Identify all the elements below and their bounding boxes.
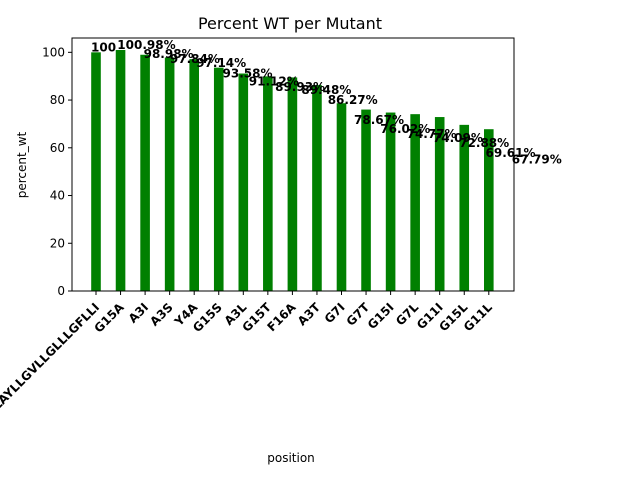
y-tick-label: 60 (50, 141, 65, 155)
y-tick-label: 20 (50, 236, 65, 250)
data-label: 67.79% (512, 152, 562, 166)
x-tick-label: LLLAYLLGVLLGLLLGFLLI (0, 300, 102, 423)
y-tick-label: 100 (42, 45, 65, 59)
data-label: 76.02% (380, 122, 430, 136)
data-label: 97.84% (170, 52, 220, 66)
y-tick-label: 40 (50, 189, 65, 203)
data-label: 98.98% (144, 47, 194, 61)
data-label: 100 (91, 40, 116, 54)
x-tick-label: F16A (264, 300, 299, 335)
data-label: 97.14% (196, 56, 246, 70)
bar (434, 117, 445, 291)
x-tick-label: A3I (126, 300, 152, 326)
bar (189, 59, 199, 292)
y-axis-label: percent_wt (15, 131, 29, 198)
bar (484, 129, 494, 291)
x-tick-label: G7I (322, 300, 348, 326)
bar (312, 85, 322, 291)
bar (410, 114, 420, 292)
bar (91, 52, 101, 291)
bar (115, 49, 126, 292)
y-tick-label: 0 (57, 284, 65, 298)
bar (385, 112, 396, 292)
bar (213, 67, 224, 292)
x-tick-label: A3S (147, 300, 175, 328)
data-label: 78.67% (354, 113, 404, 127)
x-tick-label: G15I (365, 300, 397, 332)
data-label: 74.77% (407, 127, 457, 141)
x-axis-label: position (267, 451, 315, 465)
data-label: 74.09% (433, 131, 483, 145)
bar (459, 124, 470, 291)
bar (287, 77, 298, 291)
data-label: 91.12% (249, 75, 299, 89)
x-tick-label: A3T (295, 300, 324, 329)
data-label: 89.48% (301, 83, 351, 97)
y-tick-label: 80 (50, 93, 65, 107)
bar (238, 73, 249, 291)
bar (140, 54, 150, 292)
data-label: 100.98% (117, 38, 175, 52)
data-label: 72.88% (459, 136, 509, 150)
bar (336, 103, 347, 291)
bar (361, 109, 371, 292)
x-tick-label: G11L (461, 300, 495, 334)
bar (164, 57, 175, 291)
plot-frame (71, 37, 515, 292)
data-label: 89.93% (275, 80, 325, 94)
data-label: 93.58% (223, 67, 273, 81)
bar (263, 76, 273, 292)
data-label: 69.61% (486, 146, 536, 160)
data-label: 86.27% (328, 93, 378, 107)
chart-title: Percent WT per Mutant (198, 14, 382, 33)
